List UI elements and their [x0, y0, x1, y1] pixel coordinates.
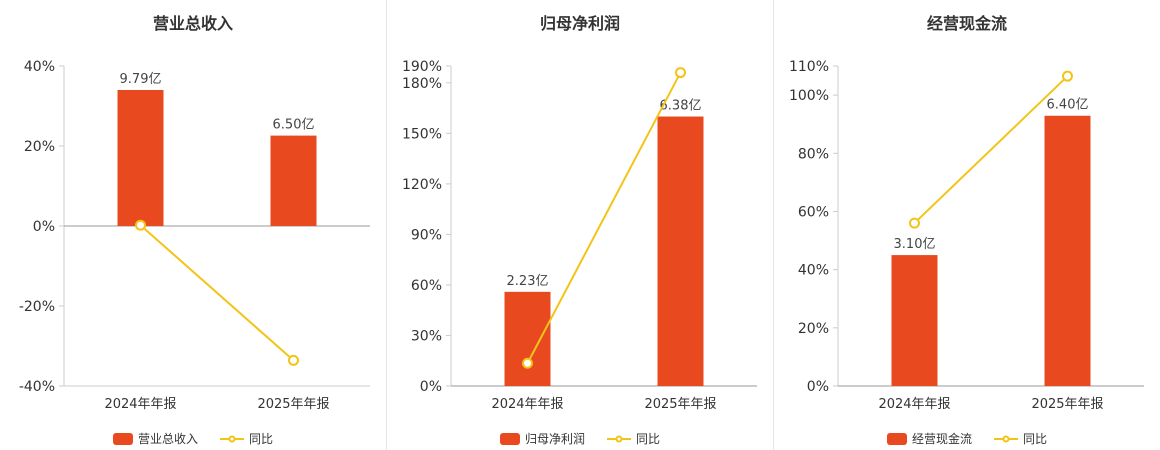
trend-line[interactable]	[139, 224, 295, 362]
operating-cash-flow-chart: 110% 100% 80% 60% 40% 20% 0% 3.10亿 6.40亿 2024年年报 2…	[789, 59, 1144, 412]
legend-item-bar[interactable]: 归母净利润	[499, 430, 585, 447]
bar[interactable]	[657, 116, 704, 387]
legend-label: 营业总收入	[137, 432, 198, 446]
y-tick-label: 190%	[402, 59, 442, 75]
y-tick-label: 60%	[411, 278, 442, 294]
bar[interactable]	[891, 255, 938, 386]
y-tick-label: 120%	[402, 177, 442, 193]
operating-revenue-chart: 40% 20% 0% -20% -40% 9.79亿 6.50亿 2024年年报 2025年年报	[19, 59, 370, 412]
y-tick-label: 40%	[24, 59, 55, 75]
y-tick-label: 100%	[789, 88, 829, 104]
y-tick-label: 0%	[807, 379, 829, 395]
y-tick-label: -40%	[19, 379, 55, 395]
legend-label: 同比	[636, 432, 661, 446]
bar-swatch-icon	[886, 432, 907, 445]
bar-value-label: 3.10亿	[894, 237, 936, 252]
chart-panel-operating-revenue: 营业总收入 40% 20% 0% -20% -40% 9.79亿 6.50亿 2024年年报 2…	[0, 0, 386, 450]
trend-line[interactable]	[913, 75, 1069, 224]
bar-value-label: 2.23亿	[507, 274, 549, 289]
chart-legend: 经营现金流 同比	[774, 430, 1160, 447]
y-tick-label: 110%	[789, 59, 829, 75]
bar-value-label: 6.38亿	[660, 99, 702, 114]
chart-title: 经营现金流	[926, 14, 1007, 33]
y-tick-label: 20%	[798, 321, 829, 337]
bar-value-label: 6.50亿	[273, 118, 315, 133]
bar[interactable]	[270, 135, 317, 226]
line-swatch-icon	[607, 435, 631, 442]
bar-value-label: 6.40亿	[1047, 98, 1089, 113]
y-tick-label: -20%	[19, 299, 55, 315]
legend-label: 经营现金流	[911, 432, 972, 446]
bar-value-label: 9.79亿	[120, 72, 162, 87]
x-category-label: 2025年年报	[644, 397, 716, 412]
x-category-label: 2024年年报	[104, 397, 176, 412]
line-marker[interactable]	[909, 217, 920, 229]
chart-title: 归母净利润	[539, 14, 620, 33]
legend-item-bar[interactable]: 经营现金流	[886, 430, 972, 447]
y-tick-label: 40%	[798, 263, 829, 279]
legend-label: 同比	[249, 432, 274, 446]
bar[interactable]	[1044, 115, 1091, 386]
bar[interactable]	[117, 90, 164, 226]
y-tick-label: 30%	[411, 328, 442, 344]
legend-label: 同比	[1023, 432, 1048, 446]
chart-legend: 营业总收入 同比	[0, 430, 386, 447]
line-swatch-icon	[220, 435, 244, 442]
legend-item-line[interactable]: 同比	[607, 430, 660, 447]
bar[interactable]	[504, 291, 551, 386]
y-tick-label: 180%	[402, 76, 442, 92]
net-profit-chart: 190%180% 150% 120% 90% 60% 30% 0% 2.23亿 6.38亿 202…	[402, 59, 757, 412]
chart-panel-operating-cash-flow: 经营现金流 110% 100% 80% 60% 40% 20% 0% 3.10亿 6.40亿 20…	[773, 0, 1160, 450]
legend-item-bar[interactable]: 营业总收入	[112, 430, 198, 447]
line-marker[interactable]	[522, 357, 533, 369]
y-tick-label: 90%	[411, 227, 442, 243]
bar-swatch-icon	[112, 432, 133, 445]
line-marker[interactable]	[135, 219, 146, 231]
x-category-label: 2024年年报	[878, 397, 950, 412]
chart-title: 营业总收入	[152, 14, 233, 33]
x-category-label: 2025年年报	[257, 397, 329, 412]
line-marker[interactable]	[288, 354, 299, 366]
y-tick-label: 80%	[798, 146, 829, 162]
line-marker[interactable]	[675, 67, 686, 79]
legend-label: 归母净利润	[524, 432, 585, 446]
x-category-label: 2025年年报	[1031, 397, 1103, 412]
legend-item-line[interactable]: 同比	[994, 430, 1047, 447]
trend-line[interactable]	[526, 72, 682, 364]
bar-swatch-icon	[499, 432, 520, 445]
legend-item-line[interactable]: 同比	[220, 430, 273, 447]
y-tick-label: 60%	[798, 204, 829, 220]
y-tick-label: 20%	[24, 139, 55, 155]
chart-legend: 归母净利润 同比	[387, 430, 773, 447]
x-category-label: 2024年年报	[491, 397, 563, 412]
y-tick-label: 150%	[402, 126, 442, 142]
line-marker[interactable]	[1062, 70, 1073, 82]
chart-panel-net-profit: 归母净利润 190% 180% 150% 120% 90% 60% 30% 0% 2.23亿 6.…	[386, 0, 773, 450]
y-tick-label: 0%	[420, 379, 442, 395]
y-tick-label: 0%	[33, 219, 55, 235]
line-swatch-icon	[994, 435, 1018, 442]
